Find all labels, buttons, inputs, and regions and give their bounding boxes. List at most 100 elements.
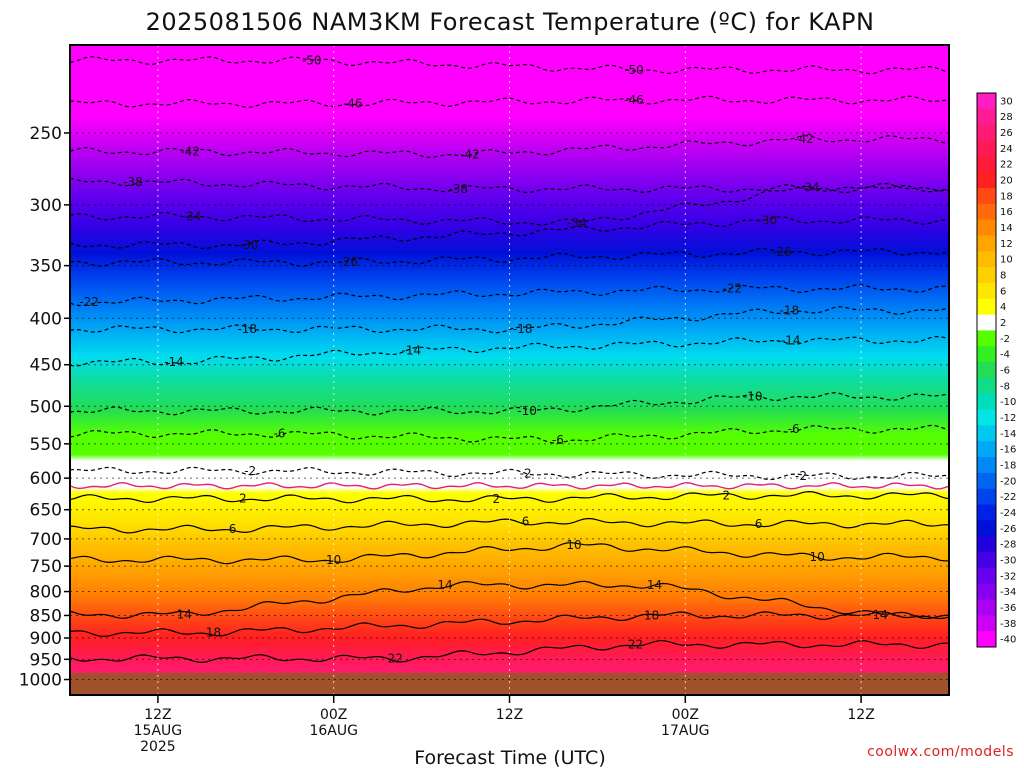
colorbar-swatch	[977, 552, 996, 569]
y-tick-label: 650	[30, 501, 62, 521]
colorbar-swatch	[977, 504, 996, 521]
colorbar-swatch	[977, 314, 996, 331]
colorbar: 30 28 26 24 22 20 18 16 14 12 10 8 6 4 2 -2 -4 -6 -8 -10 -12…	[976, 92, 1016, 648]
colorbar-label: -18	[1000, 460, 1016, 471]
y-tick-label: 400	[30, 309, 62, 329]
colorbar-label: -26	[1000, 524, 1016, 535]
colorbar-swatch	[977, 583, 996, 601]
y-tick-label: 550	[30, 435, 62, 455]
contour-label: -34	[182, 210, 202, 224]
x-tick-label: 12Z	[144, 707, 171, 723]
contour-label: -6	[552, 433, 564, 447]
x-tick-label: 00Z	[320, 707, 347, 723]
y-tick-label: 700	[30, 530, 62, 550]
colorbar-swatch	[977, 156, 996, 173]
colorbar-swatch	[977, 93, 996, 110]
colorbar-label: 30	[1000, 96, 1013, 107]
y-tick-label: 250	[30, 124, 62, 144]
contour-line	[70, 639, 949, 664]
y-tick-label: 750	[30, 557, 62, 577]
contour-line	[70, 611, 949, 638]
contour-label: -18	[780, 303, 800, 317]
colorbar-swatch	[977, 457, 996, 474]
contour-label: 14	[437, 578, 452, 592]
colorbar-label: -28	[1000, 540, 1016, 551]
contour-label: -18	[237, 322, 257, 336]
chart-title: 2025081506 NAM3KM Forecast Temperature (…	[146, 8, 875, 36]
colorbar-swatch	[977, 108, 996, 126]
y-tick-label: 600	[30, 469, 62, 489]
contour-label: 14	[873, 608, 888, 622]
contour-label: -14	[164, 355, 184, 369]
contour-label: -50	[624, 63, 644, 77]
x-tick-label: 00Z	[672, 707, 699, 723]
colorbar-swatch	[977, 393, 996, 411]
colorbar-label: -34	[1000, 587, 1016, 598]
contour-label: -10	[517, 404, 537, 418]
colorbar-label: 18	[1000, 191, 1013, 202]
contour-label: -38	[123, 175, 143, 189]
contour-label: -22	[722, 282, 742, 296]
colorbar-label: -2	[1000, 334, 1010, 345]
contour-label: -2	[520, 467, 532, 481]
contour-label: -26	[339, 255, 359, 269]
contour-label: 6	[229, 522, 237, 536]
colorbar-label: -4	[1000, 350, 1010, 361]
credit-link[interactable]: coolwx.com/models	[867, 744, 1014, 760]
colorbar-label: -30	[1000, 555, 1016, 566]
contour-label: -34	[567, 216, 587, 230]
contour-label: 18	[206, 626, 221, 640]
x-axis-label: Forecast Time (UTC)	[414, 747, 605, 768]
contour-line	[70, 335, 949, 367]
y-axis: 250 300 350 400 450 500 550 600 650 700 750 800 850 9…	[19, 124, 70, 691]
x-tick-label: 16AUG	[309, 723, 358, 739]
contour-label: -42	[460, 147, 480, 161]
contour-label: 2	[239, 492, 247, 506]
colorbar-swatch	[977, 472, 996, 490]
contour-label: -30	[758, 213, 778, 227]
contour-line	[70, 284, 949, 307]
contour-label: -34	[800, 180, 820, 194]
contour-label: -46	[624, 93, 644, 107]
colorbar-swatch	[977, 488, 996, 506]
colorbar-label: 22	[1000, 160, 1013, 171]
colorbar-label: -12	[1000, 413, 1016, 424]
colorbar-swatch	[977, 536, 996, 553]
colorbar-label: -22	[1000, 492, 1016, 503]
contour-line	[70, 177, 949, 194]
contour-line	[70, 95, 949, 108]
colorbar-label: 14	[1000, 223, 1013, 234]
colorbar-swatch	[977, 267, 996, 284]
y-tick-label: 350	[30, 257, 62, 277]
y-tick-label: 950	[30, 650, 62, 670]
contour-label: 2	[492, 492, 500, 506]
colorbar-label: -24	[1000, 508, 1016, 519]
grid-lines	[70, 45, 949, 695]
colorbar-label: 8	[1000, 271, 1006, 282]
contour-label: -2	[795, 469, 807, 483]
colorbar-swatch	[977, 409, 996, 426]
contour-label: -2	[244, 464, 256, 478]
contour-label: -14	[781, 333, 801, 347]
contour-label: -14	[402, 343, 422, 357]
colorbar-swatch	[977, 235, 996, 252]
contour-line	[70, 182, 949, 226]
contour-line	[70, 424, 949, 444]
colorbar-label: 6	[1000, 286, 1006, 297]
colorbar-label: 20	[1000, 176, 1013, 187]
colorbar-swatch	[977, 219, 996, 236]
colorbar-swatch	[977, 172, 996, 189]
contour-line	[70, 56, 949, 75]
contour-label: -6	[788, 422, 800, 436]
freezing-line	[70, 481, 949, 490]
y-tick-label: 850	[30, 606, 62, 626]
y-tick-label: 500	[30, 397, 62, 417]
colorbar-swatch	[977, 615, 996, 632]
contour-label: -6	[274, 427, 286, 441]
colorbar-label: -20	[1000, 476, 1016, 487]
contour-label: -42	[794, 132, 814, 146]
colorbar-swatch	[977, 377, 996, 395]
colorbar-label: 24	[1000, 144, 1013, 155]
colorbar-label: -8	[1000, 381, 1010, 392]
